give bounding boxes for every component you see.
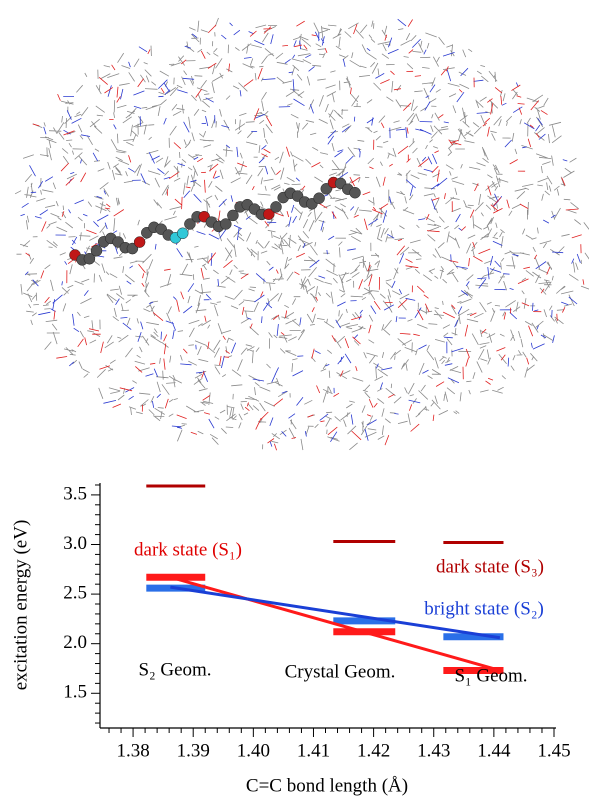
trend-line xyxy=(169,575,501,672)
atom xyxy=(263,208,275,220)
x-tick-label: 1.42 xyxy=(357,740,390,761)
x-tick-label: 1.38 xyxy=(116,740,149,761)
atom xyxy=(176,227,189,240)
molecular-structure xyxy=(14,17,589,451)
y-axis-title: excitation energy (eV) xyxy=(10,520,31,691)
y-tick-label: 2.0 xyxy=(63,632,87,653)
annotation: bright state (S₂) xyxy=(424,598,544,619)
bond-lines xyxy=(14,17,589,451)
annotation: dark state (S₁) xyxy=(134,539,242,560)
atom xyxy=(90,244,103,257)
atom xyxy=(133,236,146,248)
chart: excitation energy (eV) C=C bond length (… xyxy=(10,483,571,796)
trend-line xyxy=(170,585,501,640)
annotation: dark state (S₃) xyxy=(436,556,544,577)
y-tick-label: 1.5 xyxy=(63,682,87,703)
annotation: Crystal Geom. xyxy=(285,661,396,682)
y-tick-label: 3.5 xyxy=(63,483,87,504)
y-tick-label: 3.0 xyxy=(63,533,87,554)
x-tick-label: 1.39 xyxy=(177,740,210,761)
atom xyxy=(220,218,232,230)
bond-lines xyxy=(20,18,581,447)
x-axis-title: C=C bond length (Å) xyxy=(246,775,408,796)
x-tick-label: 1.41 xyxy=(297,740,330,761)
atom xyxy=(126,242,139,255)
bond-lines xyxy=(25,19,585,451)
x-tick-label: 1.43 xyxy=(417,740,450,761)
atom xyxy=(313,192,325,204)
annotation: S₂ Geom. xyxy=(138,659,211,680)
annotation: S₁ Geom. xyxy=(454,665,527,686)
x-tick-label: 1.44 xyxy=(477,740,511,761)
y-tick-label: 2.5 xyxy=(63,582,87,603)
atom xyxy=(83,252,96,265)
x-tick-label: 1.40 xyxy=(237,740,270,761)
atom xyxy=(349,186,361,199)
atom xyxy=(184,218,196,230)
x-tick-label: 1.45 xyxy=(537,740,570,761)
atom xyxy=(270,201,282,213)
atom xyxy=(227,209,239,222)
